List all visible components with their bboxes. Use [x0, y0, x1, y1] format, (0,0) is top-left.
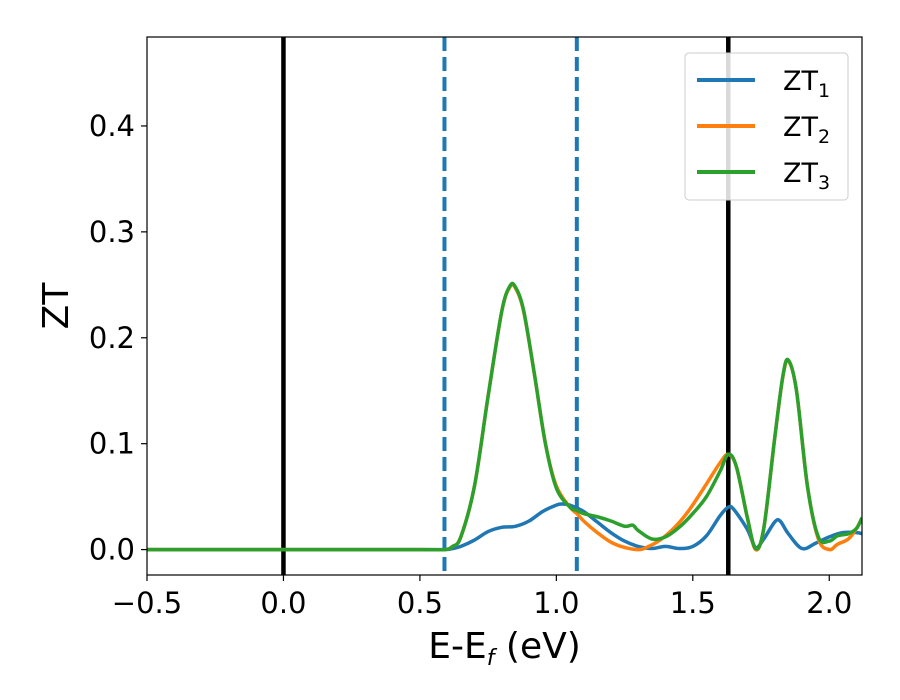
y-tick-label: 0.3	[89, 215, 135, 249]
x-axis-title-subscript: f	[487, 646, 498, 671]
y-tick-label: 0.2	[89, 321, 135, 355]
legend-label-3: ZT3	[783, 158, 830, 194]
series-line-3	[147, 281, 862, 552]
x-axis-ticks: −0.5 0.0 0.5 1.0 1.5 2.0	[112, 575, 852, 620]
y-axis-title: ZT	[36, 282, 77, 330]
series-lines	[147, 281, 862, 552]
y-axis-ticks: 0.0 0.1 0.2 0.3 0.4	[89, 109, 147, 567]
x-tick-label: 1.5	[670, 586, 716, 620]
legend-label-2: ZT2	[783, 112, 830, 148]
y-tick-label: 0.0	[89, 533, 135, 567]
series-line-1	[147, 502, 862, 552]
legend-box	[684, 52, 849, 201]
legend-items: ZT1 ZT2 ZT3	[697, 66, 830, 194]
x-axis-title-unit: (eV)	[494, 626, 580, 667]
x-axis-title-main: E-E	[428, 626, 486, 667]
legend-label-1: ZT1	[783, 66, 830, 102]
x-tick-label: −0.5	[112, 586, 182, 620]
plot-frame	[146, 36, 863, 576]
x-axis-title: E-Ef (eV)	[428, 626, 581, 671]
x-tick-label: 2.0	[806, 586, 852, 620]
y-tick-label: 0.1	[89, 427, 135, 461]
x-tick-label: 1.0	[533, 586, 579, 620]
y-tick-label: 0.4	[89, 109, 135, 143]
legend: ZT1 ZT2 ZT3	[684, 52, 849, 201]
x-tick-label: 0.5	[397, 586, 443, 620]
x-tick-label: 0.0	[260, 586, 306, 620]
